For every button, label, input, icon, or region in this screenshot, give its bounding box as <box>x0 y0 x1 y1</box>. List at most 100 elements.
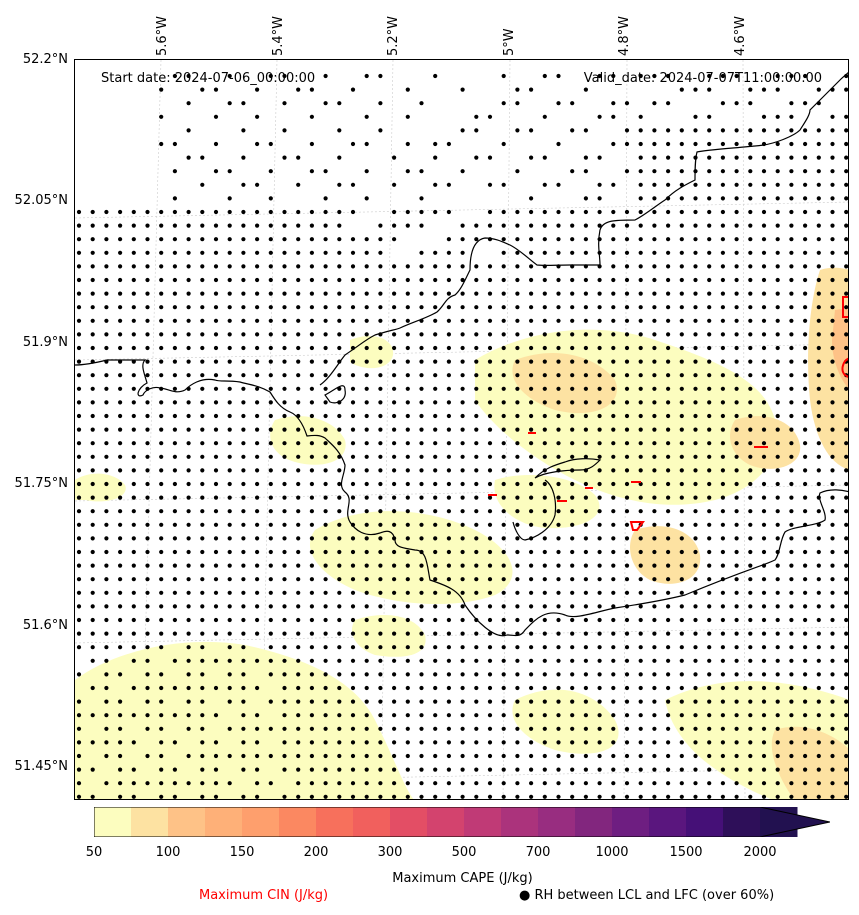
rh-dot <box>789 454 794 459</box>
rh-dot <box>255 427 260 432</box>
rh-dot <box>707 590 712 595</box>
rh-dot <box>268 400 273 405</box>
rh-dot <box>638 699 643 704</box>
rh-dot <box>844 631 848 636</box>
rh-dot <box>652 577 657 582</box>
rh-dot <box>844 726 848 731</box>
rh-dot <box>309 740 314 745</box>
rh-dot <box>433 577 438 582</box>
rh-dot <box>419 631 424 636</box>
rh-dot <box>433 359 438 364</box>
rh-dot <box>570 441 575 446</box>
rh-dot <box>309 645 314 650</box>
rh-dot <box>748 291 753 296</box>
rh-dot <box>775 305 780 310</box>
rh-dot <box>487 509 493 514</box>
rh-dot <box>611 318 616 323</box>
rh-dot <box>323 359 328 364</box>
rh-dot <box>611 101 616 106</box>
rh-dot <box>378 767 383 772</box>
rh-dot <box>652 781 657 786</box>
rh-dot <box>529 672 534 677</box>
rh-dot <box>104 264 109 269</box>
rh-dot <box>707 264 712 269</box>
rh-dot <box>816 277 821 283</box>
rh-dot <box>296 549 301 555</box>
rh-dot <box>816 250 821 255</box>
rh-dot <box>460 454 465 459</box>
rh-dot <box>145 305 150 310</box>
rh-dot <box>323 400 328 405</box>
rh-dot <box>131 481 136 487</box>
rh-dot <box>624 617 630 623</box>
rh-dot <box>775 631 780 636</box>
rh-dot <box>255 345 260 351</box>
rh-dot <box>583 658 588 663</box>
rh-dot <box>734 413 739 419</box>
colorbar-tick-label: 500 <box>451 845 477 860</box>
rh-dot <box>118 400 123 405</box>
rh-dot <box>76 495 82 500</box>
rh-dot <box>693 264 698 269</box>
rh-dot <box>104 386 109 391</box>
rh-dot <box>693 563 698 568</box>
rh-dot <box>720 400 726 405</box>
rh-dot <box>501 481 506 487</box>
rh-dot <box>707 631 712 636</box>
gridline-lon-4-6w <box>742 60 746 799</box>
rh-dot <box>501 141 506 147</box>
rh-dot <box>364 617 369 623</box>
rh-dot <box>775 495 780 500</box>
rh-dot <box>364 604 369 609</box>
rh-dot <box>76 345 82 351</box>
rh-dot <box>761 318 767 323</box>
rh-dot <box>104 495 109 500</box>
rh-dot <box>611 400 616 405</box>
rh-dot <box>734 441 739 446</box>
rh-dot <box>748 250 753 255</box>
rh-dot <box>666 427 671 432</box>
rh-dot <box>556 740 561 745</box>
rh-dot <box>638 468 643 473</box>
rh-dot <box>159 685 164 691</box>
rh-dot <box>309 672 314 677</box>
rh-dot <box>405 427 410 432</box>
rh-dot <box>487 672 493 677</box>
rh-dot <box>487 767 493 772</box>
rh-dot <box>638 400 643 405</box>
rh-dot <box>241 713 246 718</box>
rh-dot <box>652 318 657 323</box>
cin-contour-9 <box>841 357 848 378</box>
rh-dot <box>693 345 698 351</box>
rh-dot <box>241 413 246 419</box>
rh-dot <box>337 631 342 636</box>
rh-dot <box>474 441 479 446</box>
rh-dot <box>118 767 123 772</box>
rh-dot <box>200 468 205 473</box>
rh-dot <box>707 767 712 772</box>
rh-dot <box>761 468 767 473</box>
rh-dot <box>309 305 314 310</box>
rh-dot <box>186 685 191 691</box>
rh-dot <box>172 413 177 419</box>
rh-dot <box>213 577 219 582</box>
rh-dot <box>350 713 356 718</box>
rh-dot <box>241 549 246 555</box>
rh-dot <box>378 73 383 79</box>
rh-dot <box>433 305 438 310</box>
rh-dot <box>556 631 561 636</box>
rh-dot <box>460 563 465 568</box>
rh-dot <box>172 563 177 568</box>
rh-dot <box>638 359 643 364</box>
rh-dot <box>775 590 780 595</box>
rh-dot <box>131 522 136 527</box>
rh-dot <box>268 672 273 677</box>
rh-dot <box>583 386 588 391</box>
rh-dot <box>570 427 575 432</box>
rh-dot <box>350 305 356 310</box>
rh-dot <box>734 753 739 759</box>
rh-dot <box>611 441 616 446</box>
rh-dot <box>255 400 260 405</box>
rh-dot <box>309 617 314 623</box>
rh-dot <box>186 713 191 718</box>
